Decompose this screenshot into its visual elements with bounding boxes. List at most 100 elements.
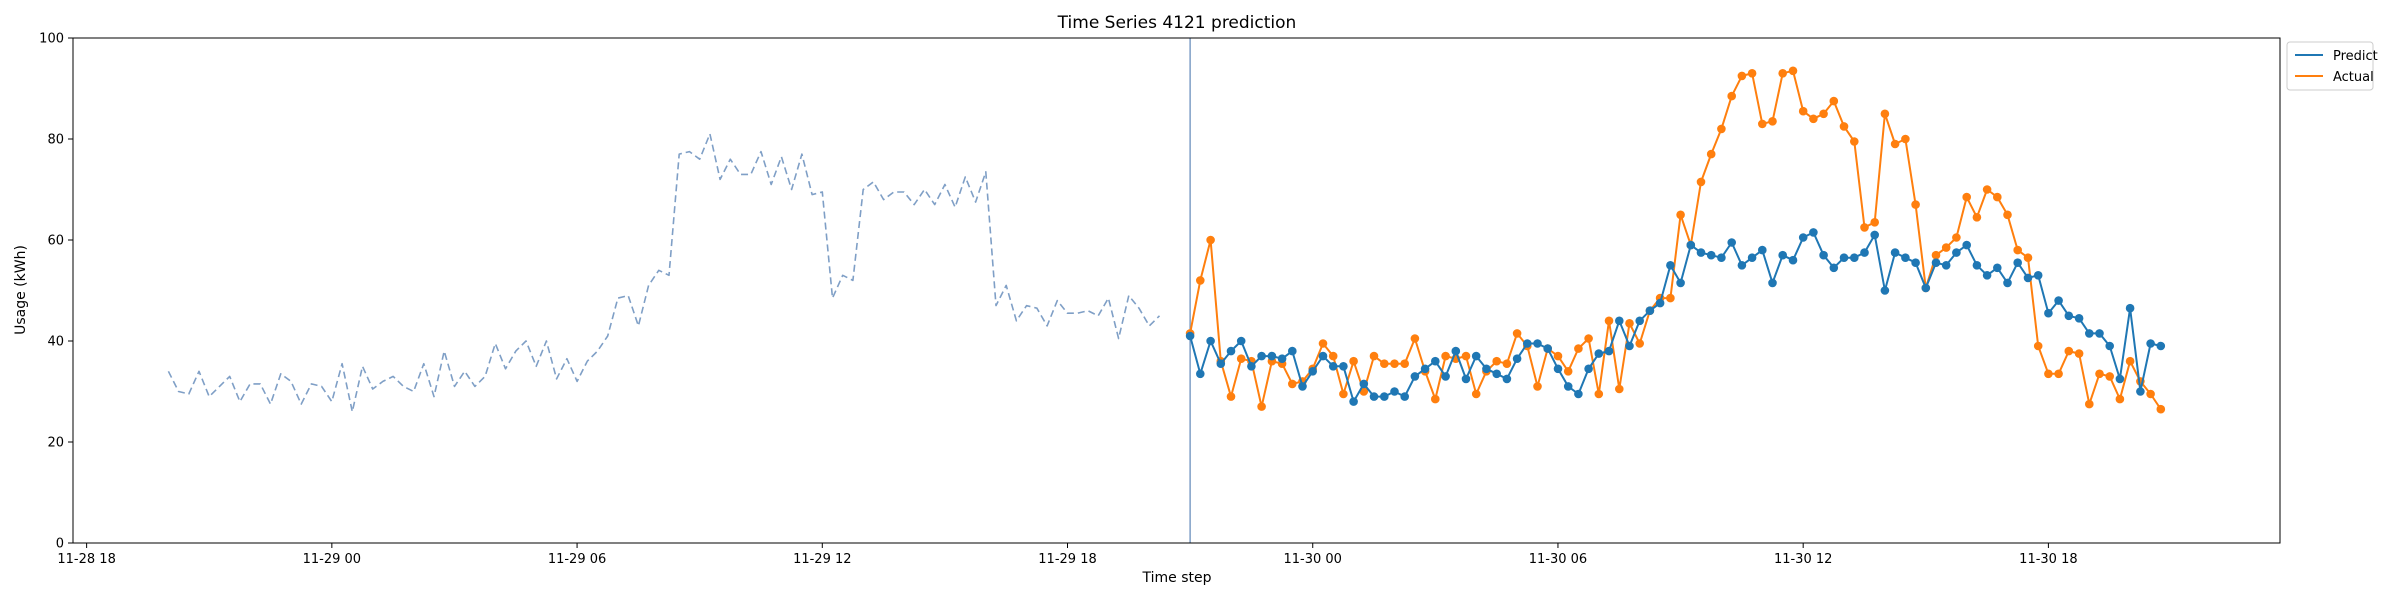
data-point-predict <box>1461 374 1471 384</box>
data-point-predict <box>1543 344 1552 353</box>
data-point-actual <box>1584 334 1593 343</box>
data-point-actual <box>1553 351 1563 361</box>
data-point-predict <box>1349 397 1358 406</box>
series-line-history <box>167 133 1161 413</box>
data-point-predict <box>1850 253 1859 262</box>
data-point-predict <box>1492 369 1501 379</box>
data-point-predict <box>1441 372 1450 381</box>
data-point-predict <box>1778 250 1787 260</box>
data-point-actual <box>1288 379 1297 389</box>
x-tick-label: 11-30 12 <box>1774 552 1832 567</box>
data-point-actual <box>2033 341 2043 351</box>
data-point-actual <box>1941 243 1951 252</box>
data-point-predict <box>2136 387 2145 396</box>
data-point-predict <box>1615 316 1624 326</box>
data-point-predict <box>1645 306 1655 316</box>
data-point-predict <box>1829 263 1839 273</box>
data-point-actual <box>1850 137 1859 146</box>
data-point-actual <box>1972 213 1982 222</box>
data-point-predict <box>1758 245 1767 255</box>
x-tick-label: 11-30 06 <box>1529 552 1587 567</box>
data-point-predict <box>2115 374 2125 384</box>
data-point-actual <box>1717 124 1726 134</box>
data-point-predict <box>1635 316 1644 326</box>
data-point-predict <box>1574 389 1583 399</box>
data-point-predict <box>1431 356 1440 366</box>
data-point-predict <box>1185 331 1195 341</box>
data-point-actual <box>1226 392 1236 401</box>
data-point-predict <box>1390 387 1399 396</box>
data-point-actual <box>1809 114 1818 124</box>
data-point-predict <box>1911 258 1920 268</box>
data-point-predict <box>1328 362 1338 371</box>
data-point-predict <box>1257 351 1266 361</box>
data-point-actual <box>1819 109 1828 119</box>
data-point-actual <box>1461 351 1471 361</box>
data-point-predict <box>2003 278 2012 288</box>
data-point-actual <box>1349 356 1358 366</box>
data-point-predict <box>1512 354 1522 364</box>
data-point-actual <box>1931 250 1941 260</box>
data-point-actual <box>1492 356 1501 366</box>
data-point-predict <box>1962 240 1971 250</box>
data-point-actual <box>1625 319 1634 328</box>
data-point-predict <box>1706 250 1716 260</box>
x-axis-title: Time step <box>1142 570 1212 586</box>
x-tick-label: 11-29 18 <box>1038 552 1096 567</box>
data-point-predict <box>1727 238 1736 247</box>
data-point-predict <box>1482 364 1491 374</box>
y-tick-label: 100 <box>39 32 64 47</box>
data-point-actual <box>1502 359 1512 369</box>
data-point-actual <box>2085 399 2094 409</box>
data-point-actual <box>1380 359 1389 369</box>
data-point-actual <box>1512 329 1522 338</box>
data-point-actual <box>1400 359 1409 369</box>
data-point-predict <box>1236 336 1246 346</box>
data-point-predict <box>2054 296 2063 305</box>
y-tick-label: 0 <box>56 537 64 552</box>
data-point-actual <box>2156 404 2166 414</box>
data-point-actual <box>1839 122 1849 131</box>
data-point-predict <box>2105 341 2114 351</box>
data-point-actual <box>2054 369 2063 379</box>
legend: Predict Actual <box>2286 41 2378 91</box>
data-point-actual <box>1431 394 1440 404</box>
data-point-actual <box>1318 339 1328 348</box>
data-point-actual <box>2064 346 2074 356</box>
data-point-actual <box>2074 349 2084 358</box>
data-point-actual <box>1339 389 1348 399</box>
data-point-actual <box>1829 96 1839 106</box>
chart-title: Time Series 4121 prediction <box>1057 13 1297 33</box>
data-point-actual <box>1236 354 1246 364</box>
data-point-predict <box>2095 329 2104 338</box>
data-point-predict <box>1339 362 1348 371</box>
data-point-predict <box>2044 308 2053 318</box>
data-point-predict <box>1809 228 1818 237</box>
data-point-actual <box>1666 293 1675 303</box>
data-point-predict <box>1921 283 1931 293</box>
data-point-actual <box>1574 344 1583 353</box>
data-point-predict <box>1359 379 1369 389</box>
data-point-actual <box>1390 359 1399 369</box>
data-point-predict <box>1277 354 1287 364</box>
data-point-actual <box>1788 66 1798 76</box>
x-tick-label: 11-28 18 <box>57 552 115 567</box>
data-point-actual <box>1778 69 1787 78</box>
data-point-predict <box>1880 286 1890 295</box>
data-point-predict <box>2146 339 2155 348</box>
x-tick-label: 11-30 00 <box>1284 552 1342 567</box>
data-point-predict <box>1553 364 1563 374</box>
data-point-predict <box>1819 250 1828 260</box>
data-point-predict <box>1839 253 1849 262</box>
data-point-predict <box>1451 346 1461 356</box>
data-point-predict <box>2085 329 2094 338</box>
data-point-predict <box>1226 346 1236 356</box>
data-point-predict <box>1410 372 1420 381</box>
data-point-actual <box>1635 339 1644 348</box>
data-point-actual <box>2095 369 2104 379</box>
data-point-predict <box>1901 253 1910 262</box>
data-point-predict <box>1931 258 1941 268</box>
data-point-actual <box>2105 372 2114 381</box>
data-point-predict <box>1247 362 1256 371</box>
